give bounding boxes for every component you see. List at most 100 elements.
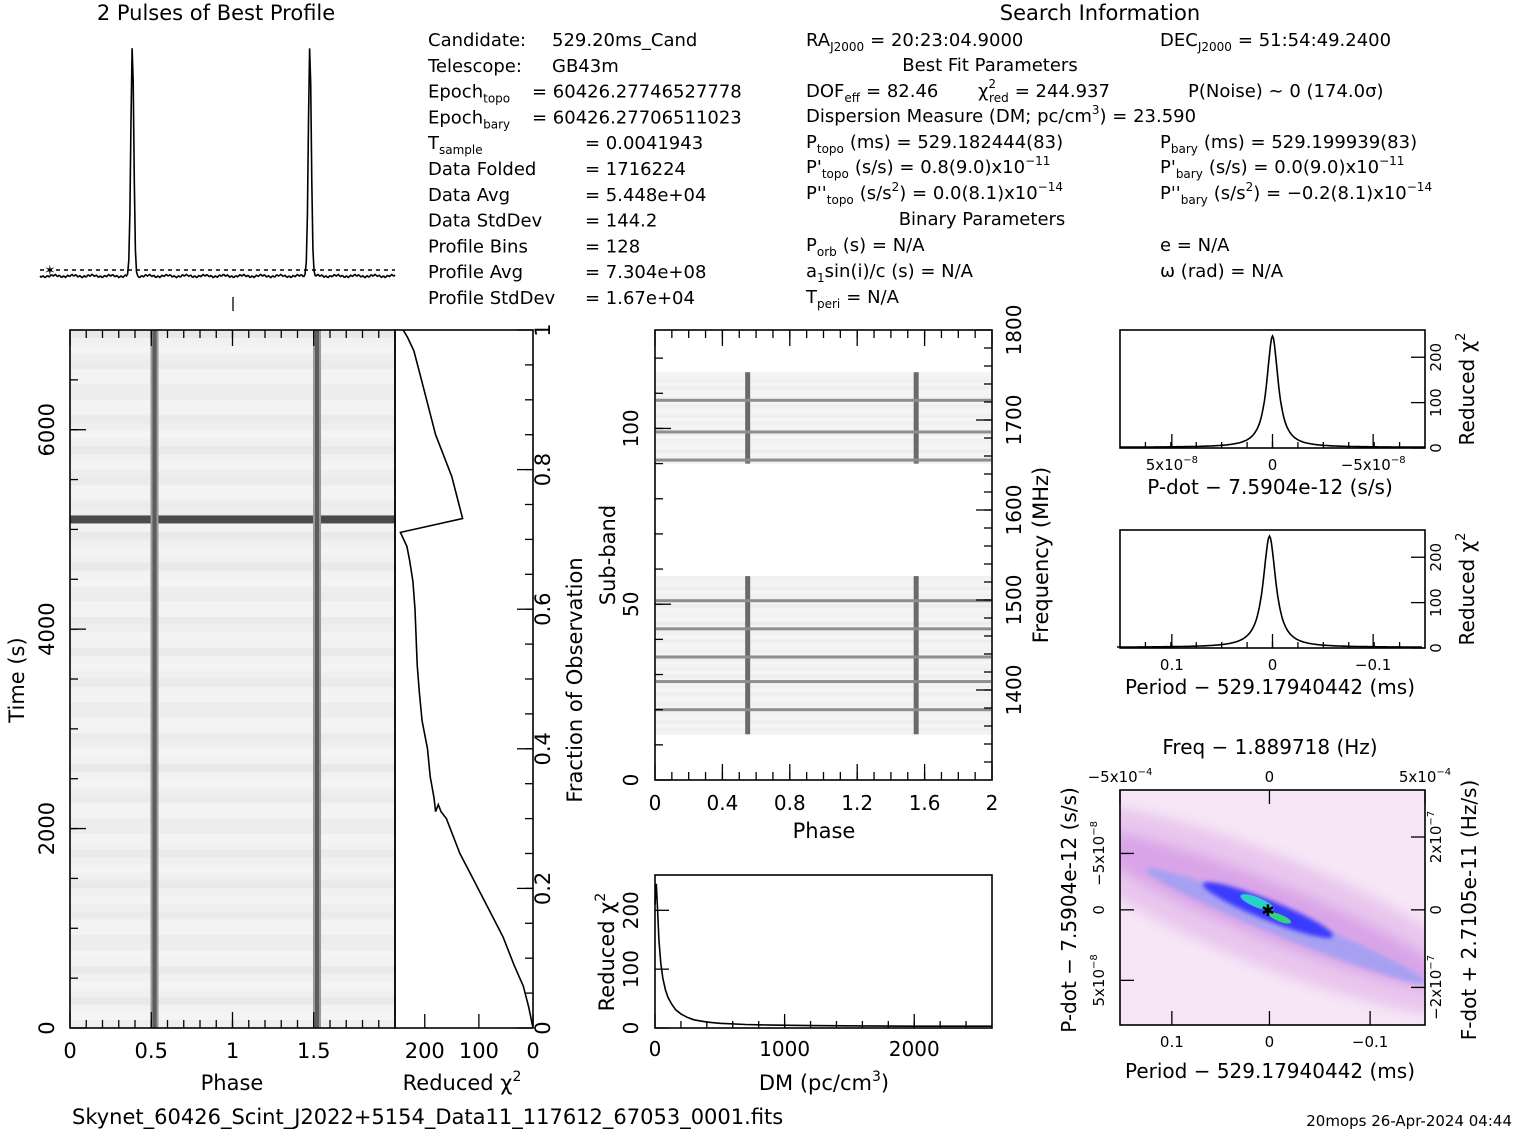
subband-row <box>656 692 991 696</box>
period-chi-xlabel: Period − 529.17940442 (ms) <box>1125 675 1415 699</box>
p-pdot-ylabel: P-dot − 7.5904e-12 (s/s) <box>1057 787 1081 1033</box>
subband-ytick-label: 50 <box>619 591 643 616</box>
subband-row <box>656 649 991 654</box>
subband-row <box>656 393 991 398</box>
chi-fraction-ytick-label: 0.2 <box>531 872 555 905</box>
ecc-row: e = N/A <box>1160 235 1230 256</box>
p-pdot-toptick-label: 5x10−4 <box>1399 767 1451 786</box>
subband-row <box>656 702 991 707</box>
time-phase-row <box>70 539 395 548</box>
subband-row <box>656 674 991 679</box>
subband-strong-channel <box>656 398 991 402</box>
subband-pulse <box>913 372 919 464</box>
subband-row <box>656 424 991 429</box>
time-phase-row <box>70 531 395 540</box>
pdot-bary-row: P'bary (s/s) = 0.0(9.0)x10−11 <box>1160 154 1404 181</box>
time-phase-row <box>70 849 395 858</box>
time-phase-row <box>70 942 395 951</box>
time-phase-row <box>70 423 395 432</box>
dm-ytick-label: 200 <box>619 891 643 929</box>
time-phase-row <box>70 485 395 494</box>
subband-row <box>656 685 991 689</box>
time-phase-row <box>70 911 395 920</box>
time-phase-row <box>70 578 395 587</box>
time-phase-ytick-label: 0 <box>35 1021 59 1034</box>
time-phase-row <box>70 570 395 579</box>
porb-row: Porb (s) = N/A <box>806 235 925 259</box>
p-pdot-righttick-label: 2x10−7 <box>1426 811 1445 863</box>
best-fit-title: Best Fit Parameters <box>902 55 1077 76</box>
chi-fraction-frame <box>394 329 534 1029</box>
subband-xtick-label: 0 <box>649 791 662 815</box>
pdot-chi-xlabel: P-dot − 7.5904e-12 (s/s) <box>1147 475 1393 499</box>
p-pdot-righttick-label: 0 <box>1427 905 1445 915</box>
time-phase-row <box>70 609 395 618</box>
pdot-ytick-label: 0 <box>1427 443 1445 453</box>
subband-row <box>656 460 991 464</box>
time-phase-row <box>70 717 395 727</box>
subband-row <box>656 421 991 426</box>
time-phase-row <box>70 880 395 889</box>
pdot-chi-frame <box>1119 329 1426 449</box>
subband-row <box>656 583 991 587</box>
pdot-chi-curve <box>1120 334 1425 448</box>
subband-y2tick-label: 1700 <box>1002 395 1026 446</box>
time-phase-row <box>70 585 395 595</box>
info-row-value: = 60426.27746527778 <box>532 82 742 103</box>
time-phase-row <box>70 640 395 649</box>
info-row-label: Profile Bins <box>428 236 528 257</box>
p-pdot-ytick-label: −5x10−8 <box>1089 821 1108 886</box>
time-phase-row <box>70 989 395 998</box>
info-row-value: GB43m <box>552 56 619 77</box>
best-fit-marker: ✱ <box>1261 901 1274 920</box>
subband-row <box>656 600 991 605</box>
time-phase-row <box>70 725 395 734</box>
subband-row <box>656 410 991 415</box>
pdot-xtick-label: −5x10−8 <box>1341 455 1406 474</box>
time-phase-row <box>70 624 395 633</box>
ptopo-row: Ptopo (ms) = 529.182444(83) <box>806 132 1063 156</box>
time-phase-row <box>70 407 395 416</box>
chi-fraction-ytick-label: 1 <box>531 323 555 336</box>
pdot-ytick-label: 200 <box>1427 343 1445 372</box>
subband-row <box>656 428 991 433</box>
subband-row <box>656 706 991 711</box>
chi-fraction-plot: 200 100 0 0 0.2 0.4 0.6 0.8 1 Reduced χ2 Fractio… <box>394 323 587 1095</box>
subband-y2tick-label: 1500 <box>1002 575 1026 626</box>
subband-row <box>656 681 991 686</box>
subband-row <box>656 646 991 651</box>
pddot-bary-row: P''bary (s/s2) = −0.2(8.1)x10−14 <box>1160 180 1432 207</box>
subband-xtick-label: 0.8 <box>774 791 806 815</box>
time-phase-pulse-core <box>315 330 319 1028</box>
time-phase-row <box>70 617 395 626</box>
time-phase-row <box>70 655 395 664</box>
subband-row <box>656 618 991 623</box>
time-phase-row <box>70 547 395 556</box>
time-phase-row <box>70 500 395 509</box>
dec-row: DECJ2000 = 51:54:49.2400 <box>1160 30 1391 54</box>
time-phase-row <box>70 872 395 882</box>
dm-ytick-label: 100 <box>619 950 643 988</box>
pbary-row: Pbary (ms) = 529.199939(83) <box>1160 132 1417 156</box>
p-pdot-peak <box>1240 894 1274 911</box>
p-pdot-xtick-label: 0 <box>1265 1033 1275 1051</box>
subband-phase-plot: 0 0.4 0.8 1.2 1.6 2 0 50 100 1400 1500 1600 1700 1800… <box>596 305 1053 843</box>
subband-row <box>656 614 991 619</box>
time-phase-row <box>70 903 395 913</box>
subband-row <box>656 407 991 412</box>
chi-fraction-curve <box>399 329 534 1029</box>
subband-strong-channel <box>656 458 991 462</box>
subband-row <box>656 642 991 647</box>
subband-row <box>656 400 991 405</box>
time-phase-row <box>70 857 395 866</box>
pdot-xtick-label: 0 <box>1268 456 1278 474</box>
subband-row <box>656 456 991 461</box>
time-phase-row <box>70 764 395 773</box>
info-row-label: Tsample <box>427 133 483 157</box>
subband-row <box>656 699 991 703</box>
info-block-right: RAJ2000 = 20:23:04.9000 DECJ2000 = 51:54:4… <box>805 30 1432 311</box>
time-phase-row <box>70 601 395 610</box>
time-phase-row <box>70 741 395 750</box>
subband-row <box>656 389 991 394</box>
time-phase-row <box>70 469 395 478</box>
